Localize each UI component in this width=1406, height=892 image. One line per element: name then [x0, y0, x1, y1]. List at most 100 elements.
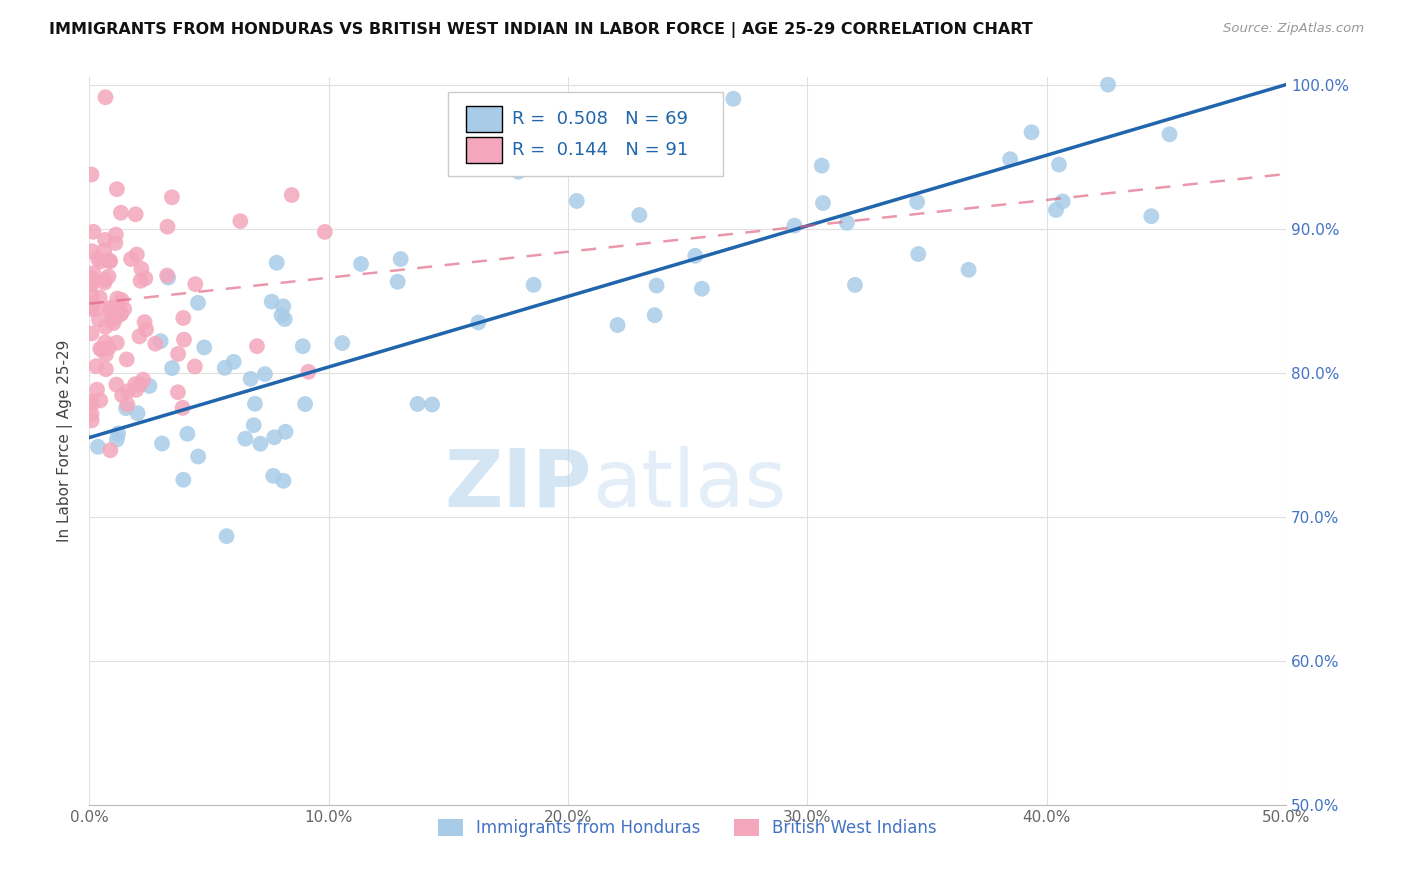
- Point: [101, 305, 124, 319]
- Point: [86, 383, 108, 397]
- Point: [110, 205, 132, 219]
- Point: [246, 339, 269, 353]
- Point: [110, 293, 132, 307]
- Point: [135, 322, 157, 336]
- Point: [810, 159, 832, 173]
- Point: [998, 153, 1021, 167]
- Point: [120, 252, 142, 266]
- Point: [184, 359, 207, 374]
- Point: [523, 277, 546, 292]
- Point: [350, 257, 373, 271]
- Point: [90, 343, 112, 357]
- Point: [105, 292, 128, 306]
- Point: [94, 90, 117, 104]
- Point: [129, 274, 152, 288]
- Point: [260, 294, 283, 309]
- Point: [117, 384, 139, 399]
- FancyBboxPatch shape: [467, 106, 502, 132]
- Point: [1052, 194, 1074, 209]
- Point: [98, 301, 121, 315]
- Point: [110, 307, 132, 321]
- Text: IMMIGRANTS FROM HONDURAS VS BRITISH WEST INDIAN IN LABOR FORCE | AGE 25-29 CORRE: IMMIGRANTS FROM HONDURAS VS BRITISH WEST…: [49, 22, 1033, 38]
- Point: [173, 333, 195, 347]
- Point: [229, 214, 252, 228]
- Point: [723, 92, 745, 106]
- Point: [80, 277, 103, 292]
- Point: [389, 252, 412, 266]
- Point: [273, 474, 295, 488]
- Point: [280, 188, 302, 202]
- Point: [82, 296, 104, 310]
- Point: [262, 468, 284, 483]
- Text: ZIP: ZIP: [444, 446, 592, 524]
- Point: [89, 291, 111, 305]
- Point: [134, 315, 156, 329]
- Point: [87, 252, 110, 266]
- Point: [94, 362, 117, 376]
- Point: [115, 401, 138, 416]
- Point: [172, 401, 194, 415]
- Point: [84, 301, 107, 316]
- Point: [98, 253, 121, 268]
- Point: [143, 336, 166, 351]
- Point: [105, 377, 128, 392]
- Point: [266, 256, 288, 270]
- Point: [93, 276, 115, 290]
- Point: [1097, 78, 1119, 92]
- Point: [97, 269, 120, 284]
- Point: [105, 433, 128, 447]
- Point: [214, 360, 236, 375]
- Point: [94, 319, 117, 334]
- Point: [1021, 125, 1043, 139]
- Point: [107, 426, 129, 441]
- Point: [271, 299, 294, 313]
- Point: [93, 244, 115, 258]
- Point: [239, 372, 262, 386]
- Point: [294, 397, 316, 411]
- Point: [644, 308, 666, 322]
- Point: [104, 235, 127, 250]
- Point: [84, 359, 107, 374]
- Point: [215, 529, 238, 543]
- Point: [80, 301, 103, 316]
- Point: [124, 207, 146, 221]
- Point: [274, 312, 297, 326]
- Text: R =  0.144   N = 91: R = 0.144 N = 91: [512, 141, 688, 159]
- Y-axis label: In Labor Force | Age 25-29: In Labor Force | Age 25-29: [58, 340, 73, 542]
- Point: [160, 190, 183, 204]
- Point: [243, 397, 266, 411]
- Point: [80, 244, 103, 259]
- Point: [132, 373, 155, 387]
- Point: [80, 270, 103, 285]
- Point: [907, 247, 929, 261]
- Point: [176, 426, 198, 441]
- Point: [645, 278, 668, 293]
- Point: [291, 339, 314, 353]
- Point: [94, 233, 117, 247]
- Point: [187, 296, 209, 310]
- Point: [127, 406, 149, 420]
- Point: [98, 302, 121, 317]
- Point: [156, 219, 179, 234]
- Point: [80, 407, 103, 421]
- Point: [111, 388, 134, 402]
- Point: [80, 413, 103, 427]
- Point: [1140, 209, 1163, 223]
- Point: [125, 383, 148, 397]
- Point: [233, 432, 256, 446]
- Point: [125, 247, 148, 261]
- Point: [156, 268, 179, 283]
- Point: [167, 385, 190, 400]
- Point: [187, 450, 209, 464]
- Text: atlas: atlas: [592, 446, 786, 524]
- Point: [80, 394, 103, 409]
- Point: [80, 168, 103, 182]
- Point: [112, 301, 135, 316]
- Point: [811, 196, 834, 211]
- Point: [628, 208, 651, 222]
- Point: [150, 436, 173, 450]
- Point: [297, 365, 319, 379]
- Point: [270, 308, 292, 322]
- Point: [835, 216, 858, 230]
- Point: [98, 443, 121, 458]
